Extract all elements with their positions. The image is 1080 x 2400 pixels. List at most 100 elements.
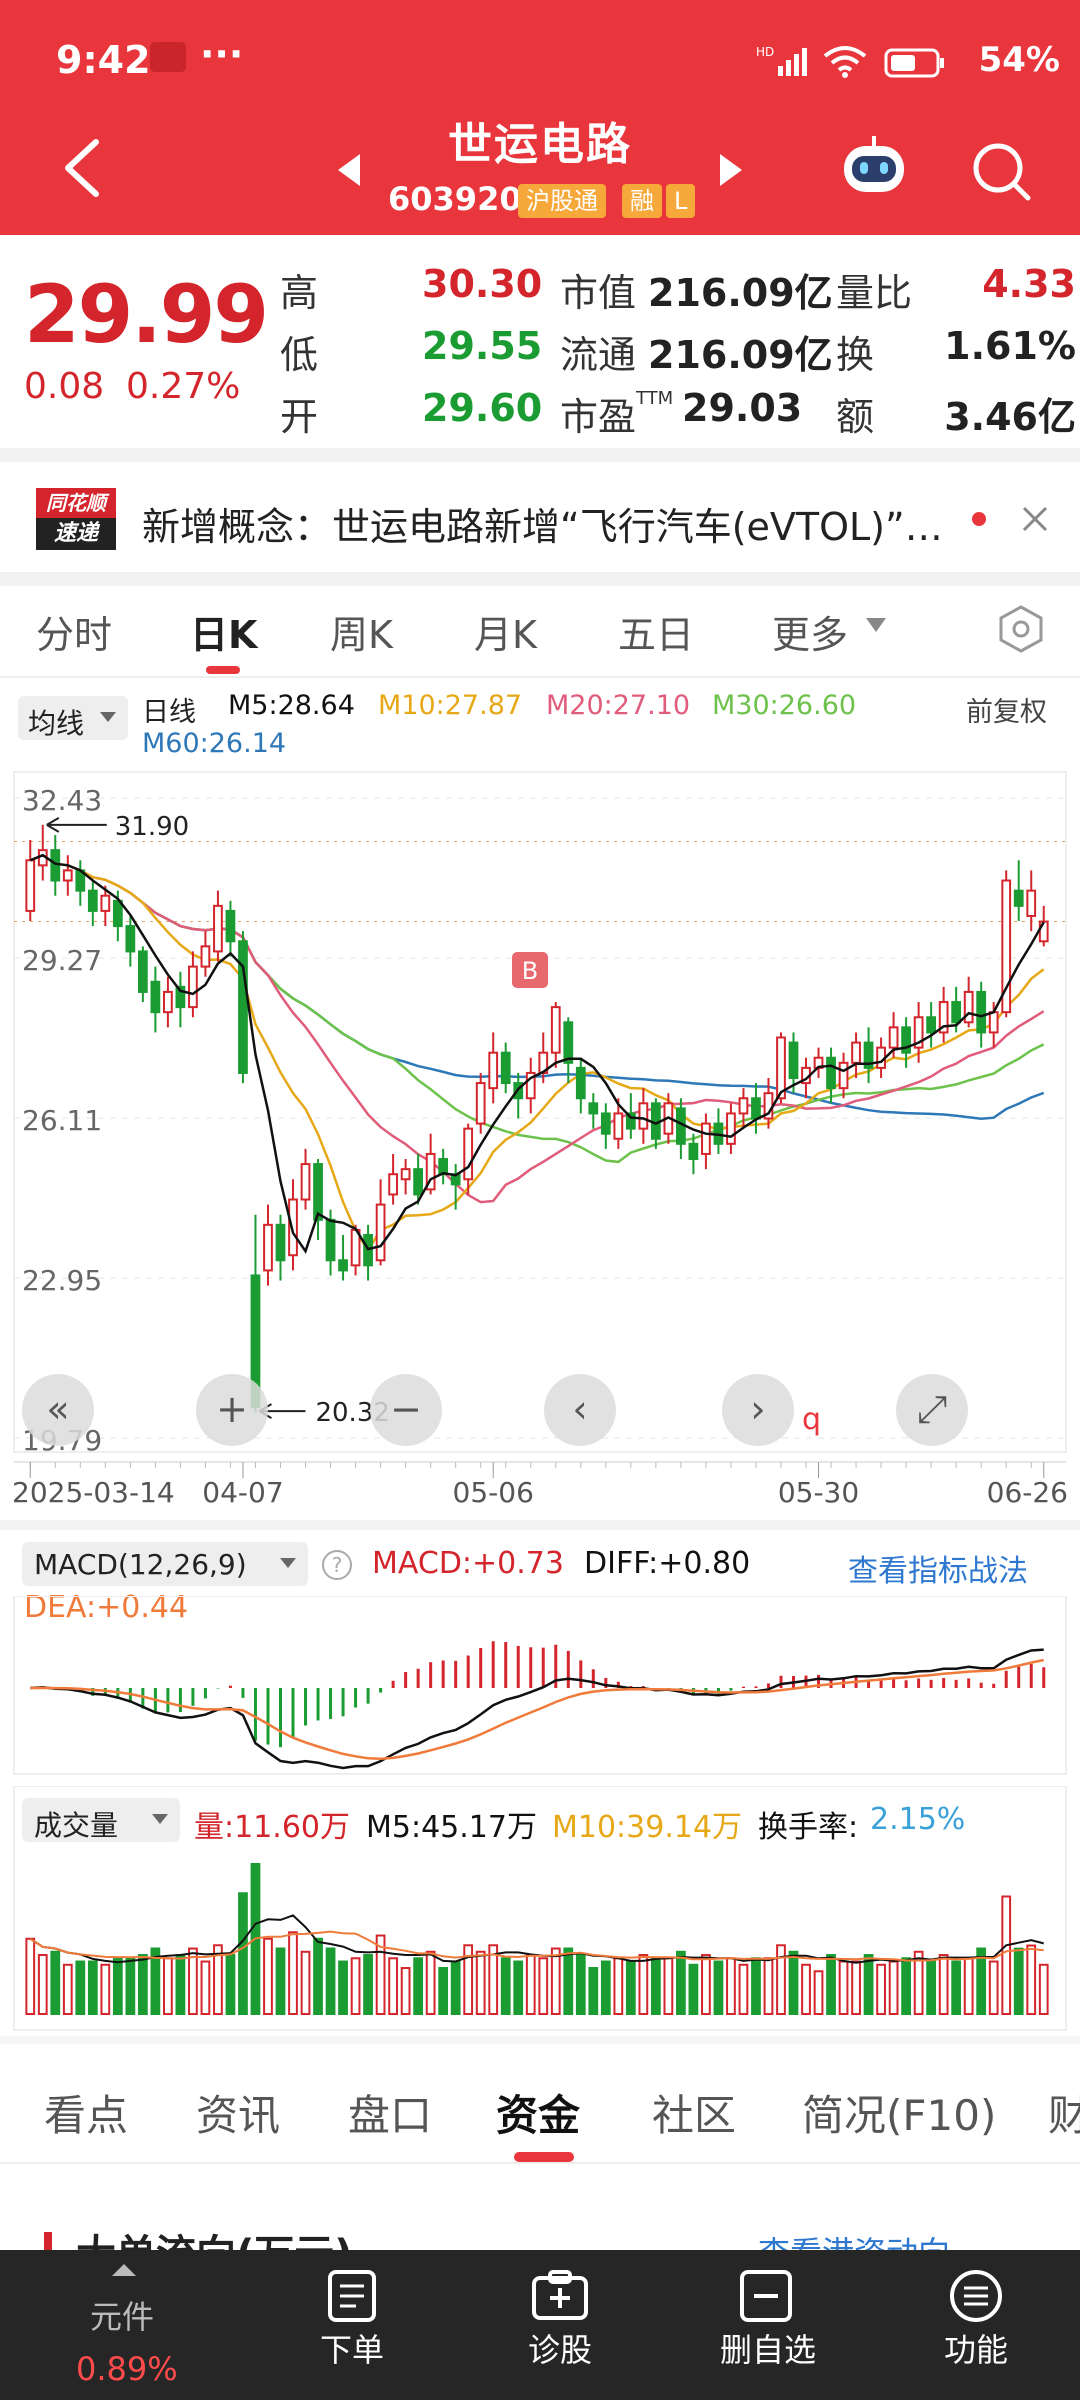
chevron-down-icon xyxy=(866,618,886,632)
back-arrow-icon[interactable] xyxy=(60,136,104,200)
tab-funds[interactable]: 资金 xyxy=(496,2091,581,2140)
volume-bar xyxy=(513,1960,524,2016)
x-axis: 2025-03-14 04-07 05-06 05-30 06-26 xyxy=(12,1461,1068,1509)
candle-body xyxy=(913,1016,924,1049)
scroll-right-button[interactable]: › xyxy=(722,1374,794,1446)
volume-bar xyxy=(876,1963,886,2015)
volume-bar xyxy=(525,1954,536,2015)
x-tick-label: 05-30 xyxy=(778,1476,859,1509)
close-icon[interactable] xyxy=(1020,504,1050,534)
macd-select[interactable]: MACD(12,26,9) xyxy=(22,1542,308,1586)
help-icon[interactable]: ? xyxy=(320,1548,354,1582)
volume-value: 量:11.60万 xyxy=(194,1810,350,1845)
volume-bar xyxy=(738,1963,749,2015)
ma5-line xyxy=(29,853,1045,1254)
tab-more[interactable]: 更多 xyxy=(772,613,849,657)
candle-body xyxy=(50,849,61,882)
tab-weekly-k[interactable]: 周K xyxy=(330,613,393,657)
tab-finance[interactable]: 财 xyxy=(1048,2091,1080,2140)
tab-daily-k[interactable]: 日K xyxy=(190,613,258,657)
section-divider xyxy=(0,572,1080,586)
candle-body xyxy=(638,1102,649,1130)
candle-body xyxy=(425,1152,436,1191)
menu-icon[interactable] xyxy=(948,2268,1004,2324)
candle-body xyxy=(275,1223,286,1262)
diff-line xyxy=(30,1648,1044,1770)
news-text[interactable]: 新增概念：世运电路新增“飞行汽车(eVTOL)”… xyxy=(142,505,943,549)
search-icon[interactable] xyxy=(970,140,1034,204)
robot-assistant-icon[interactable] xyxy=(838,132,910,204)
volume-select[interactable]: 成交量 xyxy=(22,1798,180,1842)
indicator-select[interactable]: 均线 xyxy=(18,696,128,740)
zoom-in-button[interactable]: + xyxy=(196,1374,268,1446)
tab-five-day[interactable]: 五日 xyxy=(618,613,695,657)
tab-f10[interactable]: 简况(F10) xyxy=(802,2091,997,2140)
nav-functions[interactable]: 功能 xyxy=(943,2331,1008,2369)
scroll-left-button[interactable]: ‹ xyxy=(544,1374,616,1446)
candle-body xyxy=(225,909,236,943)
ma60-legend: M60:26.14 xyxy=(142,728,287,759)
app-notification-icon xyxy=(150,42,186,72)
tab-order-book[interactable]: 盘口 xyxy=(348,2091,433,2140)
tab-highlights[interactable]: 看点 xyxy=(44,2091,129,2140)
volume-bar xyxy=(613,1957,624,2015)
candle-body xyxy=(951,1001,962,1024)
x-tick-label: 2025-03-14 xyxy=(12,1476,175,1509)
open-value: 29.60 xyxy=(422,386,543,430)
fullscreen-button[interactable]: ⤢ xyxy=(896,1374,968,1446)
tab-monthly-k[interactable]: 月K xyxy=(474,613,537,657)
mktcap-label: 市值 xyxy=(560,271,637,315)
macd-value: MACD:+0.73 xyxy=(372,1546,564,1581)
volume-bar xyxy=(112,1957,123,2015)
tab-intraday[interactable]: 分时 xyxy=(36,613,113,657)
indicator-strategy-link[interactable]: 查看指标战法 xyxy=(848,1554,1028,1589)
high-arrow xyxy=(46,816,107,833)
nav-remove-watchlist[interactable]: 删自选 xyxy=(719,2331,816,2369)
candle-body xyxy=(926,1016,937,1034)
candle-body xyxy=(788,1041,799,1080)
tab-community[interactable]: 社区 xyxy=(652,2091,737,2140)
order-icon[interactable] xyxy=(324,2268,380,2324)
volume-bar xyxy=(938,1954,949,2015)
candle-body xyxy=(751,1097,761,1120)
diagnose-icon[interactable] xyxy=(530,2268,590,2324)
candle-body xyxy=(988,1011,999,1034)
volume-bar xyxy=(588,1967,599,2015)
tab-news[interactable]: 资讯 xyxy=(196,2091,281,2140)
candle-body xyxy=(550,1006,561,1054)
volume-bar xyxy=(550,1947,561,2015)
scroll-left-fast-button[interactable]: « xyxy=(22,1374,94,1446)
volume-bar xyxy=(188,1947,198,2015)
index-name[interactable]: 元件 xyxy=(90,2298,155,2336)
volume-bar xyxy=(726,1957,736,2015)
adjust-mode[interactable]: 前复权 xyxy=(966,697,1047,728)
turnover-rate-label: 换手率: xyxy=(758,1810,859,1845)
prev-stock-icon[interactable] xyxy=(336,152,362,188)
news-banner[interactable]: 同花顺 速递 xyxy=(0,462,1080,572)
nav-order[interactable]: 下单 xyxy=(319,2331,384,2369)
high-label: 高 xyxy=(280,271,319,315)
bottom-tab-indicator xyxy=(514,2152,574,2162)
next-stock-icon[interactable] xyxy=(718,152,744,188)
remove-watchlist-icon[interactable] xyxy=(738,2268,794,2324)
macd-chart[interactable] xyxy=(0,1596,1080,1776)
zoom-out-button[interactable]: − xyxy=(370,1374,442,1446)
diff-value: DIFF:+0.80 xyxy=(584,1546,751,1581)
chevron-up-icon[interactable] xyxy=(112,2262,136,2278)
volume-chart[interactable] xyxy=(0,1786,1080,2032)
status-time: 9:42 xyxy=(56,38,151,82)
wifi-icon xyxy=(823,46,867,78)
status-bar: 9:42 ··· HD 54% xyxy=(0,0,1080,120)
volume-bar xyxy=(701,1954,711,2015)
last-price: 29.99 xyxy=(24,268,269,361)
candle-body xyxy=(238,940,248,1074)
candle-body xyxy=(525,1071,536,1100)
nav-diagnose[interactable]: 诊股 xyxy=(527,2331,592,2369)
volume-ratio-label: 量比 xyxy=(836,271,913,315)
settings-hexagon-icon[interactable] xyxy=(996,604,1046,654)
status-more-dots: ··· xyxy=(200,32,244,76)
volume-frame xyxy=(13,1786,1067,2031)
volume-bars xyxy=(25,1863,1049,2016)
kline-reference-lines xyxy=(14,841,1066,923)
